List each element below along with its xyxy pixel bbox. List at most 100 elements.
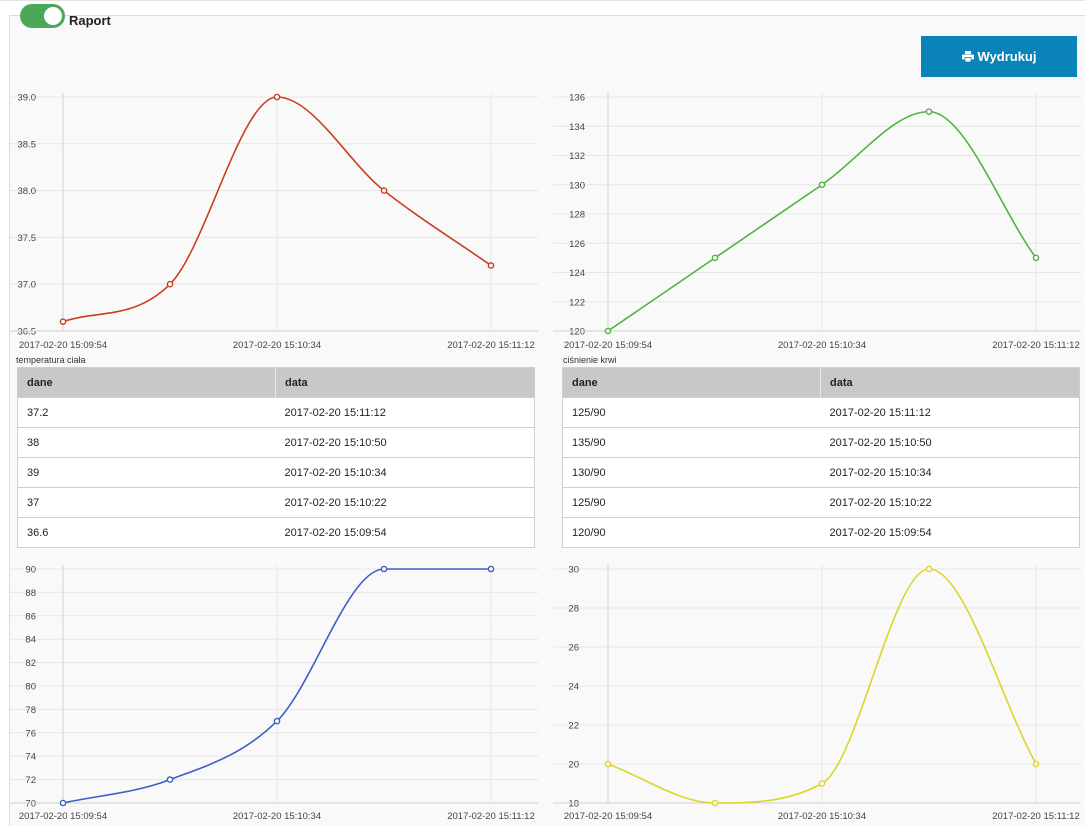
cell-dane: 38 <box>17 427 276 458</box>
table-header-row: dane data <box>562 367 1080 398</box>
y-tick-label: 130 <box>569 180 585 191</box>
y-tick-label: 136 <box>569 93 585 104</box>
table-row: 37 2017-02-20 15:10:22 <box>17 487 535 518</box>
data-point <box>818 181 826 189</box>
y-tick-label: 90 <box>25 565 36 576</box>
cell-data: 2017-02-20 15:10:22 <box>275 487 535 518</box>
data-point <box>711 254 719 262</box>
table-row: 39 2017-02-20 15:10:34 <box>17 457 535 488</box>
x-tick-label: 2017-02-20 15:11:12 <box>447 811 535 822</box>
x-tick-label: 2017-02-20 15:11:12 <box>992 340 1080 351</box>
data-point <box>59 799 67 807</box>
y-tick-label: 134 <box>569 122 585 133</box>
print-button-label: Wydrukuj <box>977 49 1037 64</box>
data-point <box>59 318 67 325</box>
x-tick-label: 2017-02-20 15:09:54 <box>564 340 652 351</box>
cell-data: 2017-02-20 15:10:50 <box>820 427 1080 458</box>
temperature-table: dane data 37.2 2017-02-20 15:11:12 38 2017… <box>17 367 535 548</box>
toggle-knob <box>44 7 62 25</box>
column-header-dane: dane <box>17 367 276 398</box>
y-tick-label: 28 <box>568 604 579 615</box>
column-header-data: data <box>275 367 535 398</box>
y-tick-label: 82 <box>25 658 36 669</box>
x-tick-label: 2017-02-20 15:10:34 <box>778 811 866 822</box>
report-toggle[interactable] <box>20 4 65 28</box>
data-point <box>273 93 281 101</box>
y-tick-label: 122 <box>569 297 585 308</box>
blood-pressure-table: dane data 125/90 2017-02-20 15:11:12 135/… <box>562 367 1080 548</box>
y-tick-label: 26 <box>568 643 579 654</box>
cell-dane: 130/90 <box>562 457 821 488</box>
cell-data: 2017-02-20 15:09:54 <box>820 517 1080 548</box>
y-tick-label: 39.0 <box>18 93 37 104</box>
y-tick-label: 88 <box>25 588 36 599</box>
data-point <box>925 108 933 115</box>
table-row: 125/90 2017-02-20 15:11:12 <box>562 397 1080 428</box>
y-tick-label: 120 <box>569 327 585 338</box>
x-tick-label: 2017-02-20 15:10:34 <box>233 340 321 351</box>
y-tick-label: 126 <box>569 239 585 250</box>
y-tick-label: 78 <box>25 705 36 716</box>
data-point <box>818 780 826 787</box>
y-tick-label: 38.0 <box>18 186 37 197</box>
data-point <box>711 799 719 807</box>
data-point <box>166 776 174 783</box>
y-tick-label: 37.0 <box>18 280 37 291</box>
temperature-chart-caption: temperatura ciała <box>16 355 86 365</box>
cell-dane: 125/90 <box>562 487 821 518</box>
y-tick-label: 76 <box>25 728 36 739</box>
series-line <box>607 568 1037 804</box>
column-header-dane: dane <box>562 367 821 398</box>
data-point <box>604 760 612 768</box>
data-point <box>487 565 495 573</box>
y-tick-label: 24 <box>568 682 579 693</box>
cell-dane: 39 <box>17 457 276 488</box>
data-point <box>380 187 388 194</box>
y-tick-label: 20 <box>568 760 579 771</box>
top-divider <box>0 0 1085 1</box>
y-tick-label: 30 <box>568 565 579 576</box>
y-tick-label: 18 <box>568 799 579 810</box>
cell-data: 2017-02-20 15:09:54 <box>275 517 535 548</box>
x-tick-label: 2017-02-20 15:10:34 <box>233 811 321 822</box>
y-tick-label: 128 <box>569 210 585 221</box>
table-row: 38 2017-02-20 15:10:50 <box>17 427 535 458</box>
y-tick-label: 86 <box>25 611 36 622</box>
y-tick-label: 80 <box>25 682 36 693</box>
data-point <box>1032 254 1040 262</box>
blood-pressure-chart: 120 122 124 126 128 130 132 134 136 2017-02-20 15… <box>553 93 1081 351</box>
y-tick-label: 70 <box>25 799 36 810</box>
x-tick-label: 2017-02-20 15:09:54 <box>564 811 652 822</box>
table-row: 125/90 2017-02-20 15:10:22 <box>562 487 1080 518</box>
y-tick-label: 72 <box>25 775 36 786</box>
x-tick-label: 2017-02-20 15:11:12 <box>992 811 1080 822</box>
cell-dane: 120/90 <box>562 517 821 548</box>
table-row: 130/90 2017-02-20 15:10:34 <box>562 457 1080 488</box>
table-header-row: dane data <box>17 367 535 398</box>
temperature-chart: 36.5 37.0 37.5 38.0 38.5 39.0 2017-02-20 15:09… <box>10 93 538 351</box>
cell-dane: 135/90 <box>562 427 821 458</box>
cell-data: 2017-02-20 15:11:12 <box>275 397 535 428</box>
y-tick-label: 36.5 <box>18 327 37 338</box>
column-header-data: data <box>820 367 1080 398</box>
table-row: 120/90 2017-02-20 15:09:54 <box>562 517 1080 548</box>
blood-pressure-chart-caption: ciśnienie krwi <box>563 355 617 365</box>
data-point <box>380 565 388 573</box>
y-tick-label: 124 <box>569 268 585 279</box>
cell-dane: 37.2 <box>17 397 276 428</box>
cell-dane: 125/90 <box>562 397 821 428</box>
table-row: 37.2 2017-02-20 15:11:12 <box>17 397 535 428</box>
pulse-chart: 70 72 74 76 78 80 82 84 86 88 90 2017-02-20 15:09:5… <box>10 565 538 822</box>
data-point <box>273 717 281 725</box>
cell-dane: 37 <box>17 487 276 518</box>
cell-data: 2017-02-20 15:10:22 <box>820 487 1080 518</box>
cell-data: 2017-02-20 15:11:12 <box>820 397 1080 428</box>
print-button[interactable]: Wydrukuj <box>921 36 1077 77</box>
cell-data: 2017-02-20 15:10:50 <box>275 427 535 458</box>
fourth-measurement-chart: 18 20 22 24 26 28 30 2017-02-20 15:09:54 2017-02… <box>553 565 1081 822</box>
x-tick-label: 2017-02-20 15:09:54 <box>19 340 107 351</box>
y-tick-label: 38.5 <box>18 139 37 150</box>
y-tick-label: 132 <box>569 151 585 162</box>
table-row: 36.6 2017-02-20 15:09:54 <box>17 517 535 548</box>
printer-icon <box>961 51 974 62</box>
